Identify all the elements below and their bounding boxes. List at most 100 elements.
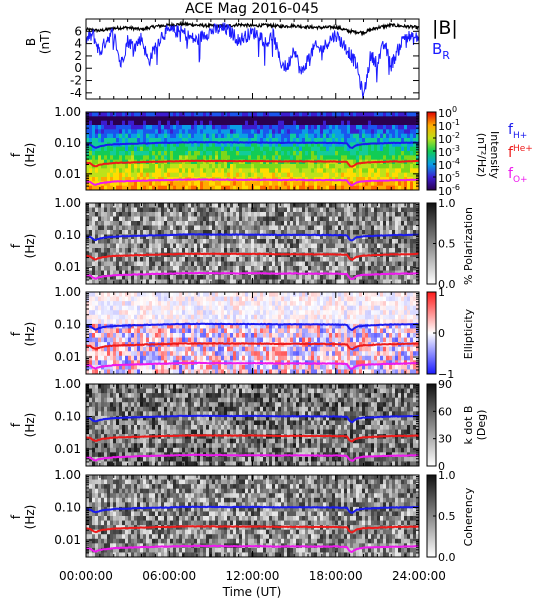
ytick-label: 1.00 <box>54 196 81 210</box>
colorbar-tick-exp: -2 <box>452 131 460 140</box>
gyrofreq-line-fO <box>85 178 420 187</box>
polarization-colorbar: 1.0 0.5 0.0 <box>426 197 456 291</box>
ytick-label: 1.00 <box>54 468 81 482</box>
xtick-label: 06:00:00 <box>142 569 196 583</box>
polarization-spectrogram <box>86 203 420 285</box>
gyrofreq-line-fH <box>85 505 420 514</box>
ellipticity-spectrogram <box>86 292 420 375</box>
b-field-ylabel: B <box>24 38 38 46</box>
ellipticity-cb-label: Ellipticity <box>462 308 475 359</box>
colorbar-tick-label: 10-2 <box>438 131 460 146</box>
kdotb-labels: f (Hz) k dot B (Deg) <box>9 406 488 445</box>
colorbar-tick-base: 10 <box>438 107 452 120</box>
ellipticity-yunit: (Hz) <box>23 322 37 347</box>
xtick-label: 18:00:00 <box>309 569 363 583</box>
b-ytick-label: -2 <box>70 74 82 88</box>
colorbar-tick-base: 10 <box>438 185 452 198</box>
coherency-spectrogram <box>86 475 420 558</box>
coherency-cb-label: Coherency <box>462 487 475 546</box>
kdotb-colorbar: 90 60 30 0 <box>426 378 452 473</box>
colorbar-tick-label: 100 <box>438 105 457 120</box>
ytick-label: 1.00 <box>54 285 81 299</box>
polarization-cb-label: % Polarization <box>462 207 475 285</box>
gyrofreq-line-fO <box>85 544 420 553</box>
kdotb-cb-unit: (Deg) <box>475 410 488 441</box>
ytick-label: 0.10 <box>54 136 81 150</box>
polarization-labels: f (Hz) % Polarization <box>9 207 475 285</box>
colorbar-tick-label: 0.0 <box>438 551 456 564</box>
colorbar-tick-label: 30 <box>438 433 452 446</box>
colorbar-tick-base: 10 <box>438 159 452 172</box>
polarization-y-ticks: 1.00 0.10 0.01 <box>54 196 419 285</box>
intensity-yunit: (Hz) <box>23 143 37 168</box>
colorbar-tick-exp: -5 <box>452 170 460 179</box>
gyrofreq-line-fHe <box>85 342 419 351</box>
ellipticity-ylabel: f <box>9 331 23 336</box>
kdotb-ylabel: f <box>9 422 23 427</box>
legend-br-base: B <box>432 40 442 58</box>
ellipticity-y-ticks: 1.00 0.10 0.01 <box>54 285 419 375</box>
colorbar-tick-label: 10-6 <box>438 183 460 198</box>
legend-fo: fO+ <box>508 166 528 185</box>
coherency-colorbar: 1.0 0.5 0.0 <box>426 469 456 564</box>
gyrofreq-line-fHe <box>85 434 420 443</box>
colorbar-tick-label: 1.0 <box>438 469 456 482</box>
gyrofreq-line-fHe <box>85 252 419 261</box>
series-line-br <box>85 22 420 100</box>
ytick-label: 0.01 <box>54 350 81 364</box>
b-field-plot-area <box>85 20 420 100</box>
figure-title: ACE Mag 2016-045 <box>185 1 319 17</box>
gyrofreq-line-fH <box>85 140 420 149</box>
b-ytick-label: 6 <box>74 24 82 38</box>
colorbar-tick-exp: 0 <box>452 105 457 114</box>
legend-br-sub: R <box>442 49 450 62</box>
legend-fo-base: f <box>508 166 514 182</box>
legend-fh: fH+ <box>508 122 527 141</box>
gyrofreq-line-fHe <box>85 525 420 534</box>
ytick-label: 0.10 <box>54 410 81 424</box>
colorbar-tick-base: 10 <box>438 146 452 159</box>
polarization-panel: 1.00 0.10 0.01 1.0 0.5 0.0 <box>54 196 455 291</box>
colorbar-tick-exp: -4 <box>452 157 460 166</box>
b-ytick-label: 0 <box>74 61 82 75</box>
colorbar-tick-label: 0.5 <box>438 238 456 251</box>
polarization-yunit: (Hz) <box>23 234 37 259</box>
colorbar-tick-base: 10 <box>438 172 452 185</box>
colorbar-tick-label: 10-4 <box>438 157 460 172</box>
spectral-panels: 1.000.100.0110010-110-210-310-410-510-61… <box>54 105 460 564</box>
legend-fh-sub: H+ <box>513 131 527 141</box>
gyrofreq-line-fH <box>85 322 420 331</box>
legend-babs: |B| <box>432 17 458 39</box>
legend-br: BR <box>432 40 450 62</box>
ytick-label: 0.01 <box>54 167 81 181</box>
colorbar-tick-base: 10 <box>438 133 452 146</box>
colorbar-tick-label: 1.0 <box>438 197 456 210</box>
xtick-label: 24:00:00 <box>392 569 446 583</box>
coherency-yunit: (Hz) <box>23 505 37 530</box>
coherency-ylabel: f <box>9 514 23 519</box>
colorbar-tick-exp: -1 <box>452 118 460 127</box>
x-axis-label: Time (UT) <box>222 585 282 599</box>
intensity-ylabel: f <box>9 152 23 157</box>
ytick-label: 0.01 <box>54 260 81 274</box>
kdotb-yunit: (Hz) <box>23 413 37 438</box>
b-field-yunit: (nT) <box>38 30 52 54</box>
kdotb-panel: 1.00 0.10 0.01 90 60 30 0 <box>54 377 452 473</box>
gyrofreq-line-fH <box>85 414 420 424</box>
legend-fo-sub: O+ <box>513 175 528 185</box>
gyrofreq-line-fH <box>85 233 420 242</box>
polarization-ylabel: f <box>9 243 23 248</box>
colorbar-tick-exp: -3 <box>452 144 460 153</box>
colorbar-tick-label: 60 <box>438 405 452 418</box>
kdotb-cb-label: k dot B <box>462 406 475 445</box>
colorbar-tick-label: 0 <box>438 460 445 473</box>
b-ytick-label: 2 <box>74 49 82 63</box>
colorbar-tick-label: 10-5 <box>438 170 460 185</box>
gyrofreq-line-fO <box>85 361 420 370</box>
ytick-label: 0.01 <box>54 442 81 456</box>
ytick-label: 0.10 <box>54 318 81 332</box>
colorbar-tick-label: −1 <box>438 368 454 381</box>
